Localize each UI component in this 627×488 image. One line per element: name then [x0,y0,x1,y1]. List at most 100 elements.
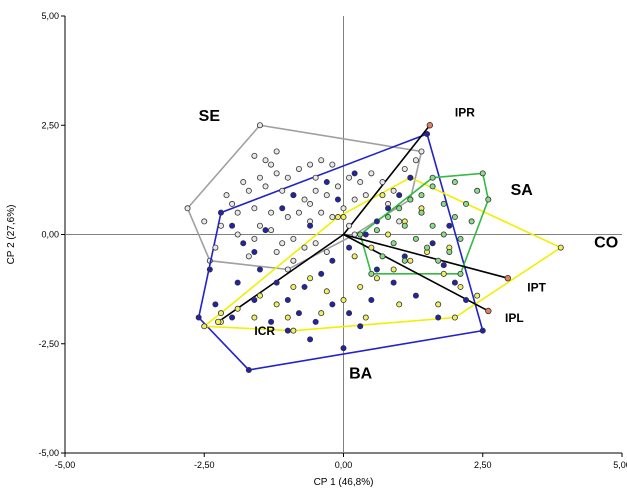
point-co [284,314,291,321]
point-ba [390,279,397,286]
point-ba [329,301,336,308]
point-sa [440,200,447,207]
point-se [301,196,308,203]
point-ba [295,310,302,317]
point-se [229,200,236,207]
point-se [290,257,297,264]
group-label-ba: BA [349,366,373,383]
point-se [284,174,291,181]
point-ba [396,192,403,199]
point-se [268,161,275,168]
point-sa [401,257,408,264]
point-sa [401,222,408,229]
y-axis-title: CP 2 (27,6%) [6,205,17,265]
point-sa [429,183,436,190]
point-ba [373,218,380,225]
hull-vertex-ba [195,314,202,321]
point-ba [206,266,213,273]
point-ba [234,279,241,286]
x-tick-label: 0,00 [335,460,353,470]
hull-vertex-co [217,310,224,317]
point-se [307,161,314,168]
point-se [256,174,263,181]
point-ba [446,222,453,229]
point-se [323,248,330,255]
hull-vertex-se [256,122,263,129]
hull-co [202,176,563,332]
point-ba [385,205,392,212]
point-sa [407,196,414,203]
point-co [307,275,314,282]
point-ba [340,345,347,352]
point-se [273,170,280,177]
point-ba [362,231,369,238]
point-ba [351,170,358,177]
point-co [340,214,347,221]
point-ba [256,266,263,273]
point-sa [463,200,470,207]
hull-vertex-ba [424,130,431,137]
point-sa [440,231,447,238]
point-se [245,253,252,260]
point-se [346,222,353,229]
point-se [301,244,308,251]
point-se [312,240,319,247]
point-ba [284,297,291,304]
point-sa [396,205,403,212]
group-label-co: CO [594,235,618,252]
point-sa [446,248,453,255]
group-label-sa: SA [511,182,534,199]
point-se [295,165,302,172]
point-se [223,192,230,199]
point-se [307,200,314,207]
x-tick-label: 2,50 [474,460,492,470]
point-se [362,192,369,199]
point-sa [385,214,392,221]
point-ba [284,327,291,334]
point-co [457,283,464,290]
point-ba [307,336,314,343]
point-co [390,266,397,273]
point-co [318,310,325,317]
x-axis-title: CP 1 (46,8%) [314,477,374,488]
point-ba [407,174,414,181]
hull-vertex-co [334,214,341,221]
point-sa [418,192,425,199]
point-ba [301,283,308,290]
point-co [379,192,386,199]
point-se [334,183,341,190]
point-ba [229,314,236,321]
hull-vertex-ba [245,366,252,373]
hull-vertex-ba [479,327,486,334]
vector-ipt [343,233,509,279]
point-se [234,209,241,216]
point-sa [468,218,475,225]
point-co [407,257,414,264]
point-ba [346,310,353,317]
point-se [290,235,297,242]
point-co [440,270,447,277]
point-sa [429,222,436,229]
hull-vertex-se [184,205,191,212]
point-ba [212,301,219,308]
hull-vertex-co [201,323,208,330]
point-se [390,187,397,194]
point-ba [357,323,364,330]
chart-labels: SE SA CO BA IPR IPT IPL ICR [199,106,618,383]
point-co [290,283,297,290]
hull-vertex-co [290,327,297,334]
point-sa [451,214,458,221]
y-tick-label: 0,00 [41,230,59,240]
point-se [234,231,241,238]
point-co [340,297,347,304]
point-ba [368,297,375,304]
x-tick-label: -5,00 [55,460,76,470]
vector-label-icr: ICR [254,324,275,338]
point-co [373,275,380,282]
hull-vertex-co [557,244,564,251]
point-se [268,227,275,234]
point-co [474,292,481,299]
point-sa [457,235,464,242]
point-ba [412,292,419,299]
